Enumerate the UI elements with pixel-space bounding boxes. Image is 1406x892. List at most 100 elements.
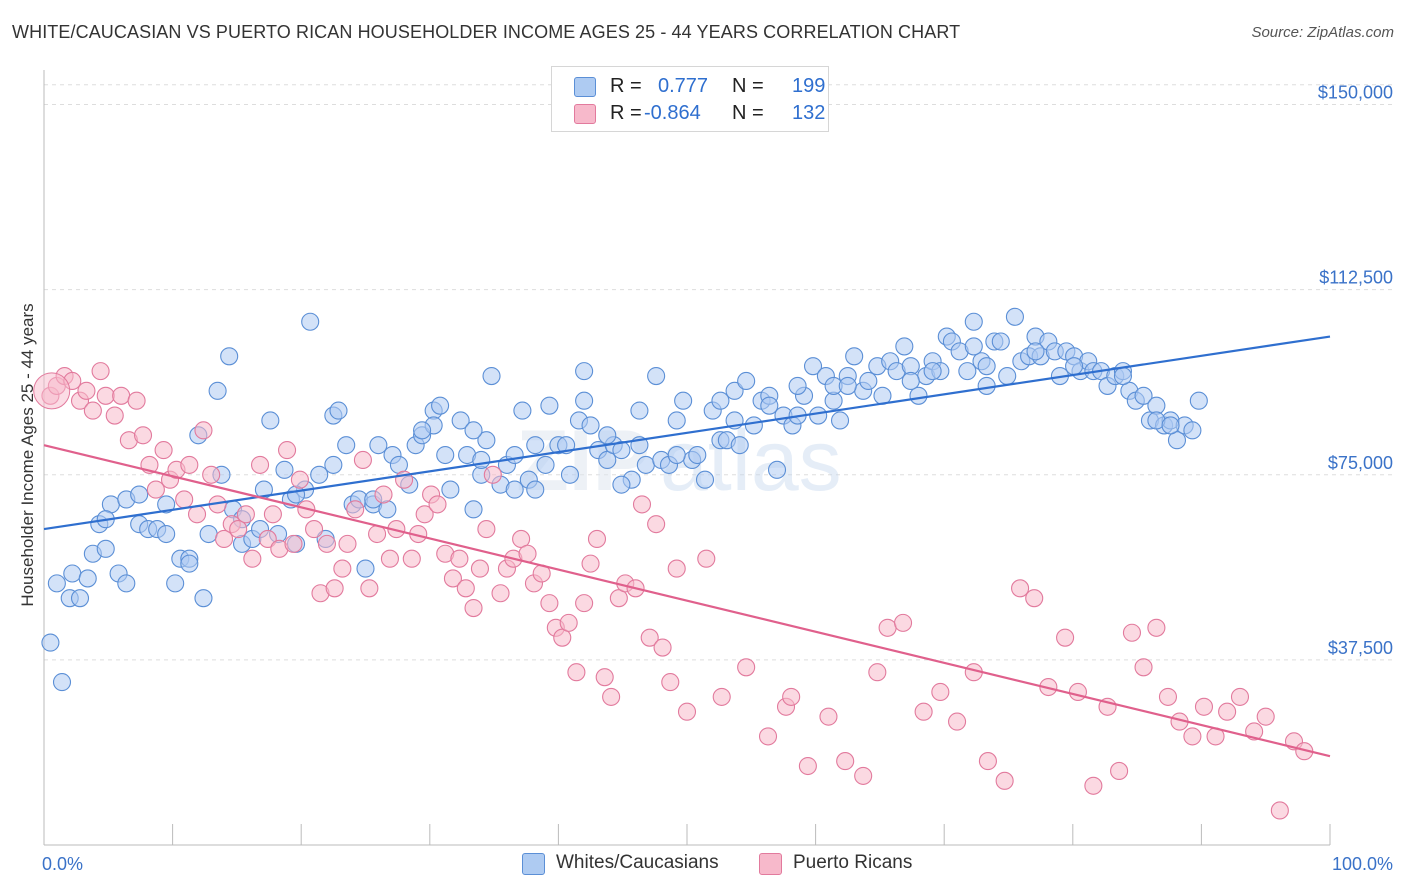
- legend-n-label: N =: [732, 75, 764, 97]
- point-puerto-ricans: [1194, 697, 1214, 716]
- point-whites: [472, 450, 491, 470]
- grid-lines: [44, 84, 1394, 661]
- point-puerto-ricans: [1270, 801, 1289, 820]
- x-tick-label-min: 0.0%: [42, 854, 83, 874]
- point-whites: [275, 460, 294, 479]
- point-whites: [612, 475, 631, 494]
- point-whites: [1026, 342, 1045, 361]
- point-whites: [477, 431, 496, 450]
- legend-swatch-whites: [574, 77, 596, 97]
- point-puerto-ricans: [737, 658, 756, 677]
- point-puerto-ricans: [948, 712, 967, 731]
- point-puerto-ricans: [77, 381, 96, 400]
- point-whites: [540, 396, 559, 415]
- point-whites: [166, 574, 185, 593]
- point-puerto-ricans: [1110, 761, 1129, 781]
- point-puerto-ricans: [483, 465, 502, 484]
- point-whites: [301, 312, 320, 331]
- point-puerto-ricans: [1025, 589, 1044, 608]
- point-whites: [845, 347, 864, 366]
- point-puerto-ricans: [263, 505, 282, 524]
- point-puerto-ricans: [819, 707, 838, 726]
- point-whites: [536, 455, 555, 474]
- y-axis-title: Householder Income Ages 25 - 44 years: [18, 303, 37, 607]
- point-whites: [744, 416, 763, 435]
- point-puerto-ricans: [653, 638, 672, 657]
- point-whites: [667, 411, 686, 430]
- point-whites: [451, 411, 470, 430]
- point-puerto-ricans: [491, 584, 510, 603]
- point-puerto-ricans: [187, 505, 207, 524]
- point-whites: [431, 396, 450, 415]
- point-whites: [482, 367, 501, 386]
- legend-r-label: R =: [610, 102, 642, 124]
- point-whites: [1161, 416, 1180, 435]
- point-puerto-ricans: [1218, 702, 1237, 721]
- trend-lines: [43, 335, 1331, 758]
- point-whites: [760, 396, 779, 415]
- x-tick-labels: 0.0% 100.0%: [42, 854, 1393, 874]
- point-whites: [52, 673, 72, 692]
- point-puerto-ricans: [878, 618, 897, 637]
- point-whites: [598, 426, 617, 445]
- point-puerto-ricans: [587, 529, 607, 548]
- point-whites: [513, 401, 532, 420]
- point-puerto-ricans: [470, 559, 490, 578]
- point-whites: [464, 500, 483, 519]
- point-whites: [337, 436, 356, 455]
- point-puerto-ricans: [595, 668, 614, 687]
- point-whites: [378, 500, 397, 519]
- point-whites: [581, 416, 600, 435]
- point-whites: [830, 411, 850, 430]
- bottom-legend-swatch-puerto-ricans: [759, 853, 782, 875]
- point-puerto-ricans: [647, 515, 666, 534]
- point-whites: [356, 559, 375, 578]
- point-puerto-ricans: [91, 362, 110, 381]
- point-whites: [788, 376, 807, 395]
- point-puerto-ricans: [284, 534, 303, 553]
- point-whites: [413, 421, 432, 440]
- point-puerto-ricans: [415, 505, 434, 524]
- point-puerto-ricans: [602, 687, 621, 706]
- y-tick-label: $75,000: [1328, 453, 1393, 473]
- point-whites: [977, 357, 996, 376]
- point-puerto-ricans: [798, 756, 817, 776]
- point-puerto-ricans: [758, 727, 778, 746]
- point-whites: [199, 524, 218, 544]
- point-puerto-ricans: [127, 391, 146, 410]
- point-whites: [1134, 386, 1153, 405]
- point-puerto-ricans: [96, 386, 115, 405]
- point-puerto-ricans: [914, 702, 933, 721]
- point-whites: [1005, 307, 1024, 326]
- point-puerto-ricans: [278, 441, 297, 460]
- point-puerto-ricans: [180, 455, 199, 474]
- point-whites: [526, 480, 545, 499]
- point-puerto-ricans: [112, 386, 131, 405]
- point-whites: [505, 480, 524, 499]
- point-puerto-ricans: [428, 495, 447, 514]
- chart-title: WHITE/CAUCASIAN VS PUERTO RICAN HOUSEHOL…: [12, 22, 961, 42]
- point-whites: [575, 391, 594, 410]
- point-whites: [41, 633, 60, 652]
- point-puerto-ricans: [836, 752, 855, 771]
- point-puerto-ricans: [1011, 579, 1030, 598]
- point-puerto-ricans: [290, 470, 309, 489]
- legend-n-value: 199: [792, 75, 826, 97]
- point-puerto-ricans: [1084, 776, 1103, 795]
- x-tick-label-max: 100.0%: [1332, 854, 1393, 874]
- legend-n-label: N =: [732, 102, 764, 124]
- legend-r-value: 0.777: [658, 75, 709, 97]
- point-whites: [180, 554, 199, 573]
- point-puerto-ricans: [1056, 628, 1075, 647]
- point-whites: [838, 376, 857, 395]
- point-puerto-ricans: [677, 702, 697, 721]
- chart-source: Source: ZipAtlas.com: [1251, 24, 1394, 41]
- point-puerto-ricans: [353, 450, 372, 470]
- point-whites: [117, 574, 136, 593]
- point-whites: [964, 312, 983, 331]
- point-puerto-ricans: [443, 569, 462, 588]
- point-whites: [287, 485, 306, 504]
- point-puerto-ricans: [1256, 707, 1275, 726]
- point-whites: [767, 460, 787, 479]
